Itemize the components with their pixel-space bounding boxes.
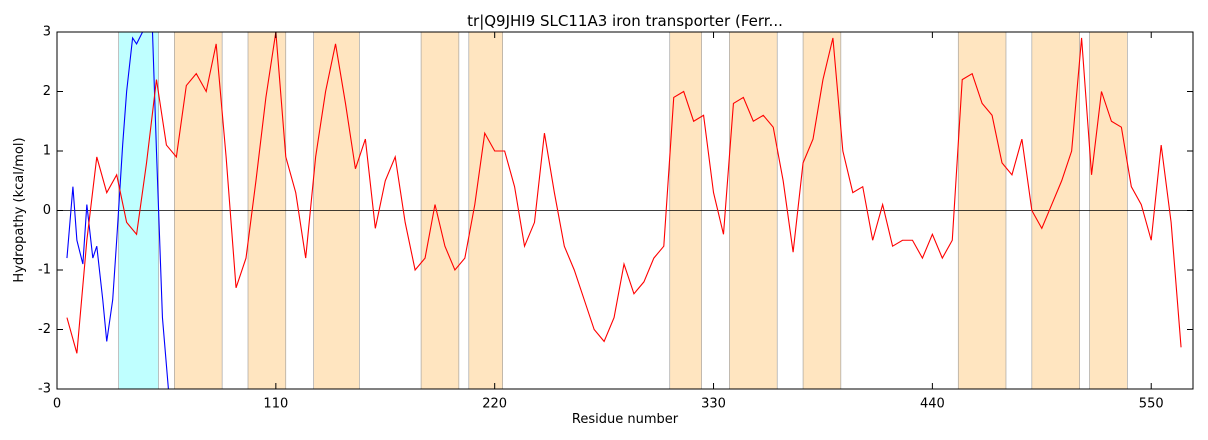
y-tick-label: -2 <box>38 322 51 337</box>
axes: 0 110 220 330 440 550 -3 -2 -1 0 1 2 3 <box>38 25 1193 412</box>
x-tick-label: 0 <box>53 397 61 412</box>
y-tick-label: 2 <box>43 84 51 99</box>
y-tick-label: -1 <box>38 263 51 278</box>
chart-title: tr|Q9JHI9 SLC11A3 iron transporter (Ferr… <box>467 12 783 30</box>
series-line <box>66 32 169 389</box>
x-axis-label: Residue number <box>572 412 679 427</box>
y-tick-label: 1 <box>43 144 51 159</box>
y-axis-label: Hydropathy (kcal/mol) <box>12 137 27 282</box>
x-tick-label: 220 <box>482 397 507 412</box>
x-tick-label: 550 <box>1139 397 1164 412</box>
x-tick-label: 330 <box>701 397 726 412</box>
x-tick-label: 440 <box>920 397 945 412</box>
x-tick-label: 110 <box>263 397 288 412</box>
y-tick-label: 3 <box>43 25 51 40</box>
plot-lines <box>57 32 1193 389</box>
series-line <box>66 32 1182 354</box>
y-tick-label: 0 <box>43 203 51 218</box>
y-tick-label: -3 <box>38 382 51 397</box>
